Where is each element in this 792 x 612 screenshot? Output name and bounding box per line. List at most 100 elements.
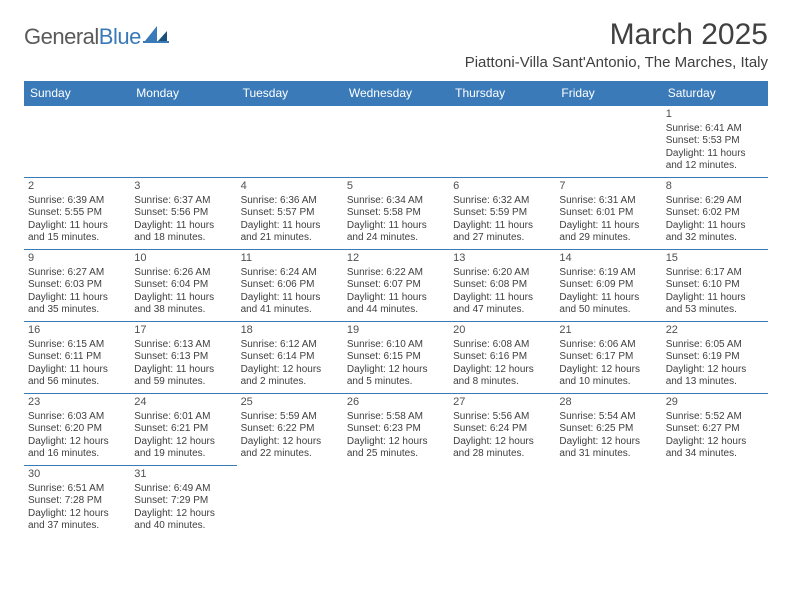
day-sunrise: Sunrise: 6:34 AM <box>347 195 445 208</box>
calendar-day-cell: 1Sunrise: 6:41 AMSunset: 5:53 PMDaylight… <box>662 106 768 178</box>
day-sunset: Sunset: 6:13 PM <box>134 351 232 364</box>
calendar-day-cell: 14Sunrise: 6:19 AMSunset: 6:09 PMDayligh… <box>555 250 661 322</box>
day-sunset: Sunset: 6:22 PM <box>241 423 339 436</box>
day-number: 7 <box>559 180 657 194</box>
day-number: 18 <box>241 324 339 338</box>
day-sunset: Sunset: 6:16 PM <box>453 351 551 364</box>
day-sunrise: Sunrise: 6:37 AM <box>134 195 232 208</box>
calendar-week-row: 9Sunrise: 6:27 AMSunset: 6:03 PMDaylight… <box>24 250 768 322</box>
day-sunset: Sunset: 5:57 PM <box>241 207 339 220</box>
calendar-day-cell: 31Sunrise: 6:49 AMSunset: 7:29 PMDayligh… <box>130 466 236 538</box>
day-number: 16 <box>28 324 126 338</box>
day-number: 28 <box>559 396 657 410</box>
day-sunrise: Sunrise: 6:29 AM <box>666 195 764 208</box>
day-number: 5 <box>347 180 445 194</box>
day-sunset: Sunset: 6:01 PM <box>559 207 657 220</box>
calendar-day-cell: 26Sunrise: 5:58 AMSunset: 6:23 PMDayligh… <box>343 394 449 466</box>
page-subtitle: Piattoni-Villa Sant'Antonio, The Marches… <box>465 54 768 71</box>
day-number: 26 <box>347 396 445 410</box>
weekday-header: Wednesday <box>343 81 449 106</box>
day-sunrise: Sunrise: 6:31 AM <box>559 195 657 208</box>
day-sunset: Sunset: 5:59 PM <box>453 207 551 220</box>
day-daylight: Daylight: 11 hours and 15 minutes. <box>28 220 126 245</box>
day-number: 6 <box>453 180 551 194</box>
day-number: 20 <box>453 324 551 338</box>
day-sunrise: Sunrise: 5:58 AM <box>347 411 445 424</box>
day-sunset: Sunset: 7:29 PM <box>134 495 232 508</box>
day-number: 27 <box>453 396 551 410</box>
day-sunrise: Sunrise: 6:12 AM <box>241 339 339 352</box>
day-number: 23 <box>28 396 126 410</box>
calendar-week-row: 1Sunrise: 6:41 AMSunset: 5:53 PMDaylight… <box>24 106 768 178</box>
day-sunrise: Sunrise: 6:49 AM <box>134 483 232 496</box>
day-daylight: Daylight: 12 hours and 25 minutes. <box>347 436 445 461</box>
calendar-day-cell: 11Sunrise: 6:24 AMSunset: 6:06 PMDayligh… <box>237 250 343 322</box>
day-sunset: Sunset: 5:53 PM <box>666 135 764 148</box>
day-daylight: Daylight: 11 hours and 50 minutes. <box>559 292 657 317</box>
day-sunrise: Sunrise: 5:54 AM <box>559 411 657 424</box>
calendar-day-cell: 17Sunrise: 6:13 AMSunset: 6:13 PMDayligh… <box>130 322 236 394</box>
logo-sail-icon <box>143 24 169 50</box>
calendar-day-cell: 20Sunrise: 6:08 AMSunset: 6:16 PMDayligh… <box>449 322 555 394</box>
calendar-day-cell <box>343 106 449 178</box>
day-sunset: Sunset: 6:20 PM <box>28 423 126 436</box>
calendar-day-cell: 12Sunrise: 6:22 AMSunset: 6:07 PMDayligh… <box>343 250 449 322</box>
calendar-body: 1Sunrise: 6:41 AMSunset: 5:53 PMDaylight… <box>24 106 768 538</box>
calendar-week-row: 2Sunrise: 6:39 AMSunset: 5:55 PMDaylight… <box>24 178 768 250</box>
day-number: 24 <box>134 396 232 410</box>
day-number: 3 <box>134 180 232 194</box>
header-row: GeneralBlue March 2025 Piattoni-Villa Sa… <box>24 18 768 79</box>
day-sunrise: Sunrise: 6:15 AM <box>28 339 126 352</box>
day-sunset: Sunset: 6:24 PM <box>453 423 551 436</box>
day-sunset: Sunset: 5:58 PM <box>347 207 445 220</box>
day-sunset: Sunset: 6:11 PM <box>28 351 126 364</box>
day-daylight: Daylight: 11 hours and 27 minutes. <box>453 220 551 245</box>
day-daylight: Daylight: 12 hours and 19 minutes. <box>134 436 232 461</box>
day-sunrise: Sunrise: 6:08 AM <box>453 339 551 352</box>
weekday-header: Sunday <box>24 81 130 106</box>
day-daylight: Daylight: 11 hours and 41 minutes. <box>241 292 339 317</box>
day-number: 14 <box>559 252 657 266</box>
day-daylight: Daylight: 11 hours and 44 minutes. <box>347 292 445 317</box>
day-sunrise: Sunrise: 6:17 AM <box>666 267 764 280</box>
logo-text-blue: Blue <box>99 24 141 50</box>
day-number: 8 <box>666 180 764 194</box>
day-daylight: Daylight: 11 hours and 56 minutes. <box>28 364 126 389</box>
calendar-day-cell: 6Sunrise: 6:32 AMSunset: 5:59 PMDaylight… <box>449 178 555 250</box>
day-sunset: Sunset: 6:17 PM <box>559 351 657 364</box>
title-block: March 2025 Piattoni-Villa Sant'Antonio, … <box>465 18 768 79</box>
day-sunset: Sunset: 6:10 PM <box>666 279 764 292</box>
calendar-day-cell: 29Sunrise: 5:52 AMSunset: 6:27 PMDayligh… <box>662 394 768 466</box>
day-daylight: Daylight: 12 hours and 8 minutes. <box>453 364 551 389</box>
day-sunrise: Sunrise: 6:10 AM <box>347 339 445 352</box>
day-number: 15 <box>666 252 764 266</box>
day-sunrise: Sunrise: 5:59 AM <box>241 411 339 424</box>
weekday-header: Friday <box>555 81 661 106</box>
calendar-day-cell: 27Sunrise: 5:56 AMSunset: 6:24 PMDayligh… <box>449 394 555 466</box>
day-sunset: Sunset: 6:19 PM <box>666 351 764 364</box>
day-daylight: Daylight: 12 hours and 34 minutes. <box>666 436 764 461</box>
calendar-day-cell: 21Sunrise: 6:06 AMSunset: 6:17 PMDayligh… <box>555 322 661 394</box>
day-daylight: Daylight: 12 hours and 31 minutes. <box>559 436 657 461</box>
day-number: 1 <box>666 108 764 122</box>
calendar-day-cell <box>555 466 661 538</box>
weekday-header: Tuesday <box>237 81 343 106</box>
day-sunset: Sunset: 6:02 PM <box>666 207 764 220</box>
day-daylight: Daylight: 12 hours and 13 minutes. <box>666 364 764 389</box>
day-sunset: Sunset: 6:23 PM <box>347 423 445 436</box>
day-sunset: Sunset: 6:06 PM <box>241 279 339 292</box>
calendar-day-cell: 30Sunrise: 6:51 AMSunset: 7:28 PMDayligh… <box>24 466 130 538</box>
day-number: 31 <box>134 468 232 482</box>
day-sunrise: Sunrise: 6:13 AM <box>134 339 232 352</box>
calendar-day-cell: 19Sunrise: 6:10 AMSunset: 6:15 PMDayligh… <box>343 322 449 394</box>
day-daylight: Daylight: 12 hours and 5 minutes. <box>347 364 445 389</box>
day-daylight: Daylight: 12 hours and 2 minutes. <box>241 364 339 389</box>
day-number: 2 <box>28 180 126 194</box>
calendar-week-row: 30Sunrise: 6:51 AMSunset: 7:28 PMDayligh… <box>24 466 768 538</box>
page-title: March 2025 <box>465 18 768 52</box>
calendar-day-cell: 24Sunrise: 6:01 AMSunset: 6:21 PMDayligh… <box>130 394 236 466</box>
day-daylight: Daylight: 12 hours and 40 minutes. <box>134 508 232 533</box>
calendar-day-cell: 4Sunrise: 6:36 AMSunset: 5:57 PMDaylight… <box>237 178 343 250</box>
calendar-day-cell <box>662 466 768 538</box>
day-daylight: Daylight: 11 hours and 24 minutes. <box>347 220 445 245</box>
